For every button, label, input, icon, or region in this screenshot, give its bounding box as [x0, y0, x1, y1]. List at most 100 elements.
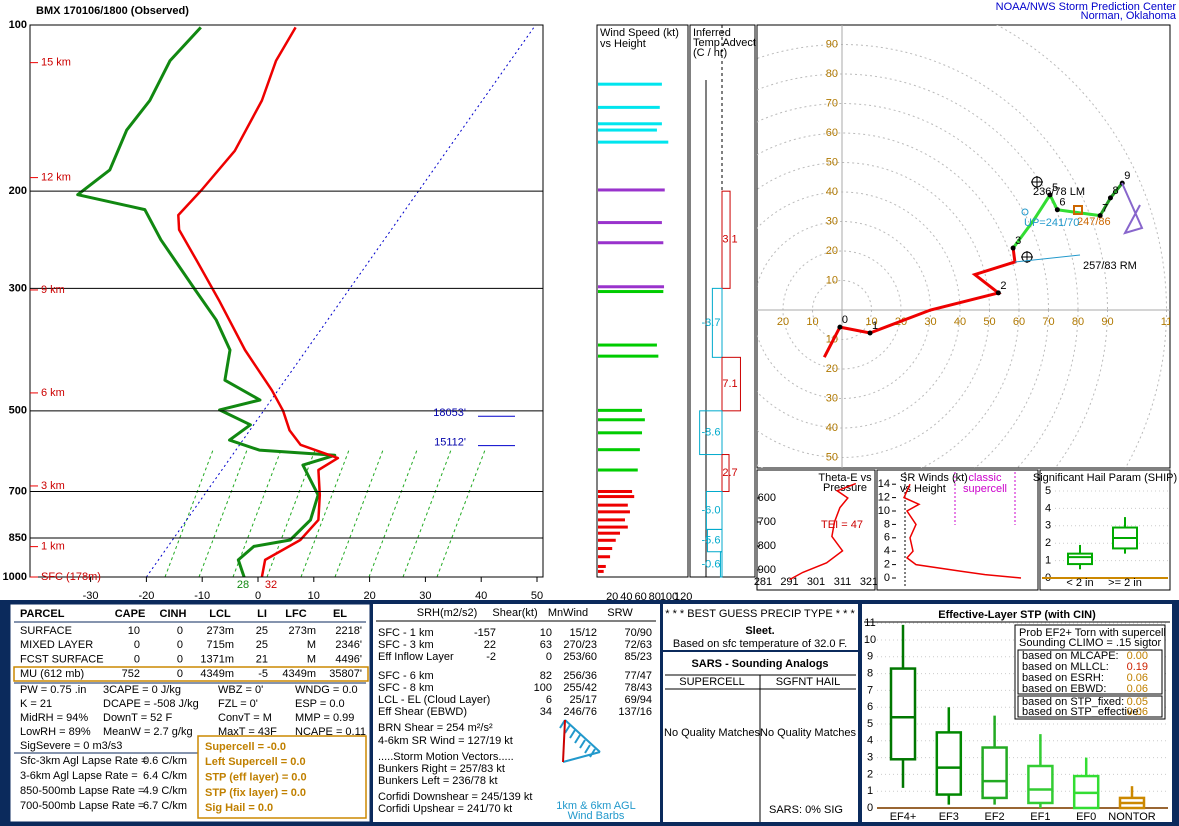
table-cell: 85/23 — [624, 651, 652, 663]
wind-speed-bar — [598, 468, 638, 472]
wind-speed-bar — [598, 418, 645, 422]
sars-summary: SARS: 0% SIG — [769, 804, 843, 816]
kinematic-line: Bunkers Left = 236/78 kt — [378, 775, 498, 787]
wind-speed-bar — [598, 128, 657, 132]
y-tick-label: 90 — [826, 38, 838, 50]
y-tick-label: 8 — [884, 518, 890, 530]
note: Wind Barbs — [568, 810, 625, 822]
table-cell: 752 — [122, 668, 140, 680]
level-label: 15112' — [434, 437, 466, 449]
prob-value: 0.05 — [1127, 696, 1148, 708]
panel-title: SR Winds (kt) — [900, 472, 968, 484]
barb-glyph — [559, 719, 601, 763]
table-cell: 78/43 — [624, 682, 652, 694]
y-tick-label: 12 — [878, 492, 890, 504]
x-tick-label: 30 — [924, 316, 936, 328]
x-tick-label: 20 — [777, 316, 789, 328]
composite-param: STP (eff layer) = 0.0 — [205, 772, 307, 784]
hodo-point — [1107, 195, 1113, 201]
y-tick-label: 700 — [758, 516, 776, 528]
row-label: SFC - 1 km — [378, 627, 434, 639]
x-tick-label: 40 — [954, 316, 966, 328]
advection-layer — [721, 454, 730, 492]
y-tick-label: 11 — [864, 617, 875, 629]
kinematic-panel — [373, 604, 660, 822]
x-tick-label: 10 — [806, 316, 818, 328]
table-cell: 0 — [177, 668, 183, 680]
wind-speed-bar — [598, 82, 662, 86]
height-label: SFC (178m) — [41, 571, 101, 583]
table-cell: 22 — [484, 639, 496, 651]
x-tick-label: 10 — [308, 590, 320, 602]
category-label: NONTOR — [1108, 811, 1156, 823]
x-tick-label: 321 — [860, 576, 878, 588]
y-tick-label: 80 — [826, 68, 838, 80]
x-tick-label: 70 — [1042, 316, 1054, 328]
x-tick-label: 80 — [649, 591, 661, 603]
box — [935, 731, 963, 796]
composite-param: STP (fix layer) = 0.0 — [205, 787, 306, 799]
precip-type: Sleet. — [745, 625, 774, 637]
index: MeanW = 2.7 g/kg — [103, 726, 193, 738]
prob-label: based on STP_fixed: — [1022, 696, 1124, 708]
x-tick-label: 60 — [634, 591, 646, 603]
y-tick-label: 1 — [1045, 555, 1051, 567]
lapse-label: 850-500mb Lapse Rate = — [20, 785, 144, 797]
index: K = 21 — [20, 698, 52, 710]
wind-speed-bar — [598, 448, 640, 452]
mixing-ratio-line — [436, 449, 486, 577]
table-cell: 270/23 — [563, 639, 597, 651]
advection-label: -0.6 — [702, 558, 721, 570]
x-tick-label: 40 — [475, 590, 487, 602]
panel-title: Wind Speed (kt) — [600, 27, 679, 39]
table-cell: -5 — [258, 668, 268, 680]
box — [889, 667, 917, 761]
mixing-ratio-line — [164, 449, 214, 577]
table-cell: 25/17 — [569, 694, 597, 706]
table-header: PARCEL — [20, 608, 65, 620]
index: ConvT = M — [218, 712, 272, 724]
y-tick-label: 2 — [1045, 537, 1051, 549]
hodo-point-label: 7 — [1102, 203, 1108, 215]
prob-label: based on MLLCL: — [1022, 661, 1109, 673]
box — [1027, 764, 1054, 805]
table-cell: MIXED LAYER — [20, 639, 93, 651]
x-tick-label: 40 — [620, 591, 632, 603]
hodo-point — [1010, 245, 1016, 251]
category-label: EF2 — [985, 811, 1005, 823]
rm-vector — [1014, 254, 1081, 263]
mixing-ratio-line — [232, 449, 282, 577]
stp-title: Effective-Layer STP (with CIN) — [938, 609, 1096, 621]
sars-match: No Quality Matches — [664, 727, 760, 739]
advection-layer — [706, 528, 723, 553]
index: MidRH = 94% — [20, 712, 88, 724]
table-cell: 4496' — [335, 654, 362, 666]
y-tick-label: 900 — [758, 564, 776, 576]
mixing-ratio-line — [300, 449, 350, 577]
hodo-point-label: 1 — [872, 320, 878, 332]
advection-layer — [711, 287, 723, 358]
hodo-point — [995, 290, 1001, 296]
prob-group — [1017, 695, 1163, 718]
prob-heading: Prob EF2+ Torn with supercell — [1019, 627, 1166, 639]
y-tick-label: 4 — [867, 735, 873, 747]
index: ESP = 0.0 — [295, 698, 345, 710]
prob-heading: Sounding CLIMO = .15 sigtor — [1019, 637, 1161, 649]
table-cell: 0 — [134, 654, 140, 666]
storm-motion-label: UP=241/70 — [1024, 217, 1079, 229]
y-tick-label: 40 — [826, 422, 838, 434]
table-cell: 2218' — [335, 625, 362, 637]
wind-speed-bar — [598, 525, 628, 529]
y-tick-label: 4 — [1045, 502, 1051, 514]
lapse-value: 6.7 C/km — [143, 800, 187, 812]
table-cell: 0 — [177, 639, 183, 651]
hodograph-frame — [756, 24, 1171, 469]
y-tick-label: 6 — [867, 701, 873, 713]
mixing-ratio-line — [334, 449, 384, 577]
wind-speed-bar — [598, 564, 606, 568]
wind-speed-bar — [598, 489, 633, 493]
mean-wind — [1073, 205, 1083, 215]
category-label: EF3 — [939, 811, 959, 823]
advection-label: -5.6 — [702, 534, 721, 546]
wind-speed-bar — [598, 241, 664, 245]
